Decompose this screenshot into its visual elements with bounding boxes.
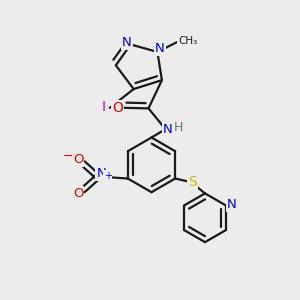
Text: I: I — [101, 100, 105, 114]
Text: H: H — [173, 121, 183, 134]
Text: N: N — [227, 198, 237, 211]
Text: CH₃: CH₃ — [178, 36, 197, 46]
Text: O: O — [112, 101, 123, 115]
Text: +: + — [104, 171, 112, 181]
Text: N: N — [155, 42, 165, 56]
Text: O: O — [73, 153, 83, 166]
Text: N: N — [96, 167, 106, 180]
Text: O: O — [73, 187, 83, 200]
Text: S: S — [188, 175, 197, 189]
Text: N: N — [122, 37, 132, 50]
Text: −: − — [63, 149, 74, 162]
Text: N: N — [163, 123, 173, 136]
